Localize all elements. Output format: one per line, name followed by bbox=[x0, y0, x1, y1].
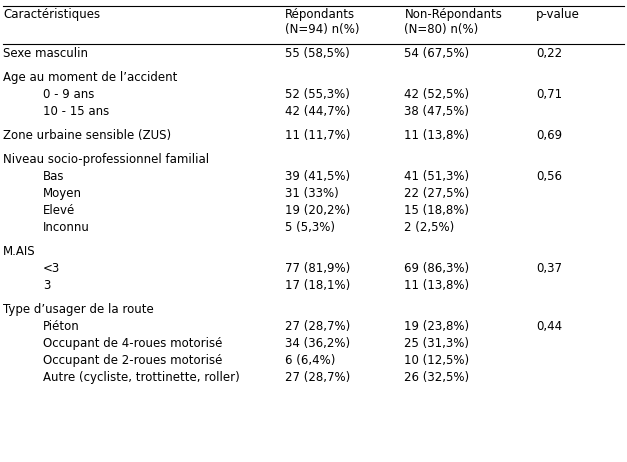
Text: Occupant de 2-roues motorisé: Occupant de 2-roues motorisé bbox=[43, 354, 223, 367]
Text: Bas: Bas bbox=[43, 170, 65, 183]
Text: Age au moment de l’accident: Age au moment de l’accident bbox=[3, 71, 177, 84]
Text: 25 (31,3%): 25 (31,3%) bbox=[404, 337, 470, 350]
Text: 31 (33%): 31 (33%) bbox=[285, 187, 339, 200]
Text: Zone urbaine sensible (ZUS): Zone urbaine sensible (ZUS) bbox=[3, 129, 171, 142]
Text: 69 (86,3%): 69 (86,3%) bbox=[404, 262, 470, 275]
Text: 11 (13,8%): 11 (13,8%) bbox=[404, 129, 470, 142]
Text: Non-Répondants
(N=80) n(%): Non-Répondants (N=80) n(%) bbox=[404, 8, 502, 36]
Text: 55 (58,5%): 55 (58,5%) bbox=[285, 47, 350, 60]
Text: Elevé: Elevé bbox=[43, 204, 75, 217]
Text: 19 (20,2%): 19 (20,2%) bbox=[285, 204, 350, 217]
Text: 3: 3 bbox=[43, 279, 51, 292]
Text: 27 (28,7%): 27 (28,7%) bbox=[285, 371, 350, 384]
Text: 54 (67,5%): 54 (67,5%) bbox=[404, 47, 470, 60]
Text: 0,37: 0,37 bbox=[536, 262, 562, 275]
Text: 52 (55,3%): 52 (55,3%) bbox=[285, 88, 350, 101]
Text: 77 (81,9%): 77 (81,9%) bbox=[285, 262, 350, 275]
Text: 0,22: 0,22 bbox=[536, 47, 562, 60]
Text: Sexe masculin: Sexe masculin bbox=[3, 47, 88, 60]
Text: 5 (5,3%): 5 (5,3%) bbox=[285, 221, 335, 234]
Text: 2 (2,5%): 2 (2,5%) bbox=[404, 221, 455, 234]
Text: 26 (32,5%): 26 (32,5%) bbox=[404, 371, 470, 384]
Text: 42 (44,7%): 42 (44,7%) bbox=[285, 105, 350, 118]
Text: 17 (18,1%): 17 (18,1%) bbox=[285, 279, 350, 292]
Text: Type d’usager de la route: Type d’usager de la route bbox=[3, 303, 154, 316]
Text: Moyen: Moyen bbox=[43, 187, 82, 200]
Text: 10 - 15 ans: 10 - 15 ans bbox=[43, 105, 109, 118]
Text: 22 (27,5%): 22 (27,5%) bbox=[404, 187, 470, 200]
Text: 0,44: 0,44 bbox=[536, 320, 562, 333]
Text: 19 (23,8%): 19 (23,8%) bbox=[404, 320, 470, 333]
Text: <3: <3 bbox=[43, 262, 60, 275]
Text: 15 (18,8%): 15 (18,8%) bbox=[404, 204, 470, 217]
Text: p-value: p-value bbox=[536, 8, 580, 21]
Text: 0 - 9 ans: 0 - 9 ans bbox=[43, 88, 95, 101]
Text: 38 (47,5%): 38 (47,5%) bbox=[404, 105, 470, 118]
Text: Autre (cycliste, trottinette, roller): Autre (cycliste, trottinette, roller) bbox=[43, 371, 240, 384]
Text: 27 (28,7%): 27 (28,7%) bbox=[285, 320, 350, 333]
Text: Piéton: Piéton bbox=[43, 320, 80, 333]
Text: 34 (36,2%): 34 (36,2%) bbox=[285, 337, 350, 350]
Text: Occupant de 4-roues motorisé: Occupant de 4-roues motorisé bbox=[43, 337, 223, 350]
Text: Niveau socio-professionnel familial: Niveau socio-professionnel familial bbox=[3, 153, 209, 166]
Text: 11 (11,7%): 11 (11,7%) bbox=[285, 129, 350, 142]
Text: 0,56: 0,56 bbox=[536, 170, 562, 183]
Text: 42 (52,5%): 42 (52,5%) bbox=[404, 88, 470, 101]
Text: 41 (51,3%): 41 (51,3%) bbox=[404, 170, 470, 183]
Text: Caractéristiques: Caractéristiques bbox=[3, 8, 100, 21]
Text: 0,69: 0,69 bbox=[536, 129, 562, 142]
Text: 11 (13,8%): 11 (13,8%) bbox=[404, 279, 470, 292]
Text: Inconnu: Inconnu bbox=[43, 221, 90, 234]
Text: 0,71: 0,71 bbox=[536, 88, 562, 101]
Text: M.AIS: M.AIS bbox=[3, 245, 36, 258]
Text: Répondants
(N=94) n(%): Répondants (N=94) n(%) bbox=[285, 8, 360, 36]
Text: 39 (41,5%): 39 (41,5%) bbox=[285, 170, 350, 183]
Text: 10 (12,5%): 10 (12,5%) bbox=[404, 354, 470, 367]
Text: 6 (6,4%): 6 (6,4%) bbox=[285, 354, 335, 367]
